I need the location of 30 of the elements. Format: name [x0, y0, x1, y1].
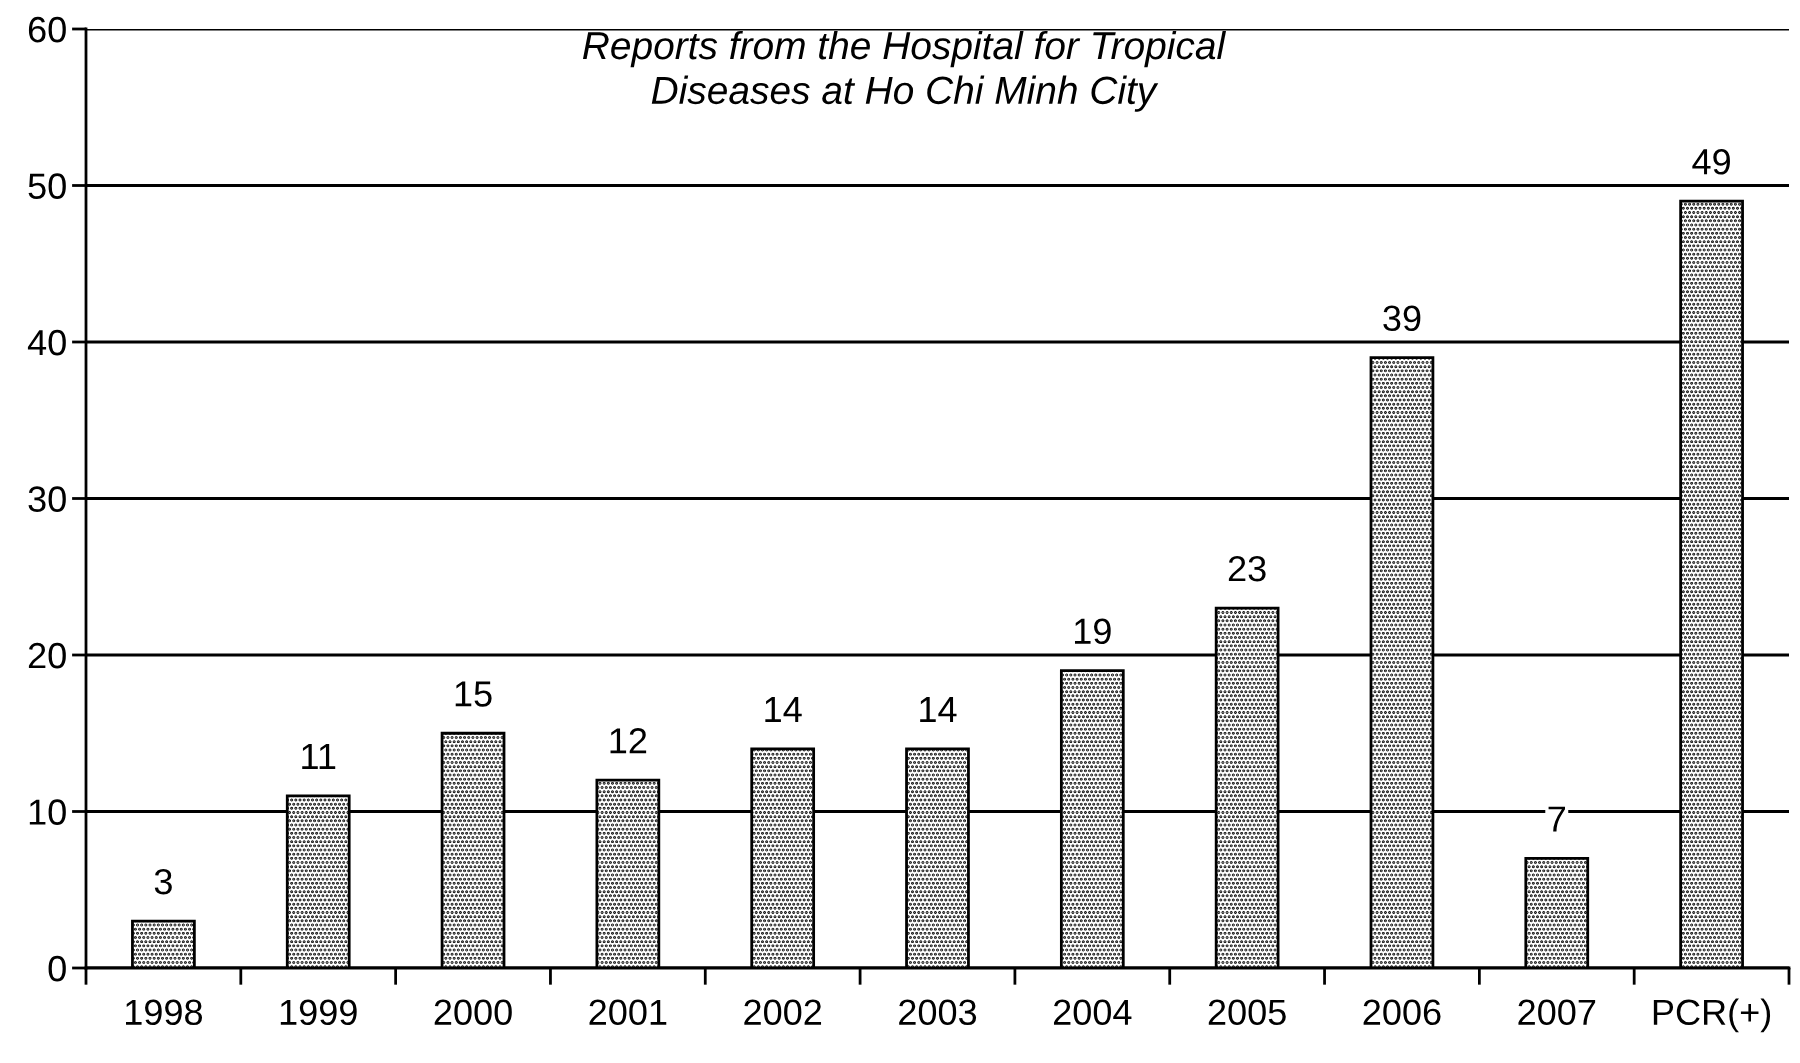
x-tick-label: 2001	[589, 999, 667, 1026]
x-tick-label: 2006	[1363, 999, 1441, 1026]
x-tick-label: 2002	[744, 999, 822, 1026]
y-tick-label: 30	[28, 486, 66, 512]
data-label: 3	[154, 868, 172, 895]
data-label: 7	[1548, 806, 1565, 832]
x-tick-label: 2005	[1208, 999, 1286, 1026]
y-tick-label: 50	[28, 173, 66, 199]
x-tick-label: 2000	[434, 999, 512, 1026]
data-label: 12	[610, 728, 647, 754]
x-tick-label: 1999	[280, 999, 357, 1026]
y-tick-label: 40	[27, 329, 66, 356]
data-label: 11	[302, 744, 336, 769]
y-tick-label: 10	[29, 799, 66, 825]
x-tick-label: 2003	[899, 999, 977, 1026]
data-label: 39	[1383, 305, 1421, 332]
y-tick-label: 60	[28, 16, 66, 43]
data-label: 14	[920, 697, 957, 722]
x-tick-label: 2007	[1518, 999, 1596, 1026]
data-label: 19	[1074, 618, 1111, 645]
y-tick-label: 0	[48, 955, 66, 982]
y-tick-label: 20	[28, 642, 66, 669]
x-tick-label: 1998	[126, 999, 203, 1026]
data-label: 23	[1228, 555, 1266, 582]
x-tick-label: 2004	[1053, 999, 1132, 1026]
x-tick-label: PCR(+)	[1653, 998, 1771, 1033]
data-label: 49	[1692, 149, 1730, 175]
data-label: 15	[455, 681, 492, 707]
data-label: 14	[765, 697, 802, 722]
text: Reports from the Hospital for Tropical Diseases at Ho Chi Minh City	[582, 30, 1227, 112]
